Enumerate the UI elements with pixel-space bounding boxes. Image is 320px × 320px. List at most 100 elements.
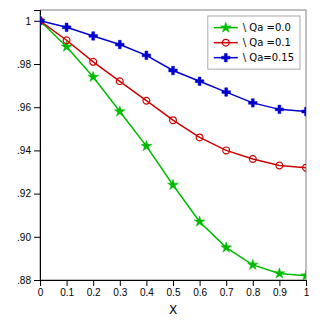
- tick-mark: [67, 280, 68, 286]
- tick: 0.6: [193, 280, 207, 298]
- point: [196, 134, 203, 141]
- legend-label: \ Qa=0.15: [243, 52, 294, 63]
- point: [303, 164, 306, 171]
- tick-mark: [226, 280, 227, 286]
- tick-mark: [146, 280, 147, 286]
- tick-label: 0.4: [140, 287, 154, 298]
- point: [40, 17, 44, 25]
- point: [116, 40, 124, 48]
- point: [116, 78, 123, 85]
- point: [274, 268, 285, 278]
- tick-mark: [34, 194, 40, 195]
- legend-item: \ Qa=0.15: [214, 52, 294, 63]
- point: [143, 97, 150, 104]
- legend-marker: [222, 53, 230, 61]
- tick-label: 1: [25, 16, 31, 27]
- legend-label: \ Qa =0.0: [243, 22, 291, 33]
- point: [221, 242, 232, 252]
- tick: 0.1: [60, 280, 74, 298]
- tick-mark: [93, 280, 94, 286]
- tick-label: .96: [17, 102, 31, 113]
- point: [249, 156, 256, 163]
- tick-label: .88: [17, 275, 31, 286]
- tick-mark: [279, 280, 280, 286]
- point: [302, 107, 306, 115]
- legend-item: \ Qa =0.0: [214, 22, 291, 33]
- point: [301, 270, 306, 280]
- axis-line: [34, 11, 41, 281]
- tick-label: 0.5: [167, 287, 181, 298]
- chart: 0 0.1 0.2 0.3 0.4 0.5 0.6 0.7 0.8 0.9 1 .88 .90 .92 .9…: [0, 0, 320, 320]
- tick-mark: [34, 21, 40, 22]
- plot: 0 0.1 0.2 0.3 0.4 0.5 0.6 0.7 0.8 0.9 1 .88 .90 .92 .9…: [17, 10, 311, 298]
- tick-mark: [306, 280, 307, 286]
- legend-label: \ Qa =0.1: [243, 37, 291, 48]
- tick-label: 0.2: [87, 287, 101, 298]
- tick-mark: [120, 280, 121, 286]
- legend-box: [208, 16, 300, 69]
- tick-label: 0.3: [113, 287, 127, 298]
- tick-label: .94: [17, 145, 31, 156]
- legend-marker: [220, 22, 231, 32]
- point: [62, 23, 70, 31]
- tick: 0.3: [113, 280, 127, 298]
- tick-mark: [34, 237, 40, 238]
- x-axis-title: X: [169, 303, 177, 317]
- tick: 0.7: [220, 280, 234, 298]
- tick-mark: [253, 280, 254, 286]
- y-axis: .88 .90 .92 .94 .96 .98 1: [17, 11, 40, 286]
- tick-mark: [34, 64, 40, 65]
- point: [223, 147, 230, 154]
- tick-mark: [34, 107, 40, 108]
- tick-label: .98: [17, 59, 31, 70]
- x-axis: 0 0.1 0.2 0.3 0.4 0.5 0.6 0.7 0.8 0.9 1: [38, 280, 310, 298]
- legend-item: \ Qa =0.1: [214, 37, 291, 48]
- tick: 0.4: [140, 280, 154, 298]
- tick-label: 0.6: [193, 287, 207, 298]
- tick: .94: [17, 145, 40, 156]
- tick-mark: [34, 150, 40, 151]
- tick-label: .90: [17, 232, 31, 243]
- tick: 0: [38, 280, 44, 298]
- tick: 1: [304, 280, 310, 298]
- series-line: [40, 21, 306, 168]
- point: [40, 17, 43, 24]
- point: [142, 51, 150, 59]
- tick: .96: [17, 102, 40, 113]
- tick-label: 0.7: [220, 287, 234, 298]
- tick-label: 0: [38, 287, 44, 298]
- tick-mark: [34, 280, 40, 281]
- point: [222, 88, 230, 96]
- tick-label: 0.8: [246, 287, 260, 298]
- tick-label: 0.9: [273, 287, 287, 298]
- tick-label: .92: [17, 188, 31, 199]
- axis-line: [41, 281, 307, 287]
- marks: [40, 15, 306, 280]
- tick-mark: [173, 280, 174, 286]
- point: [276, 162, 283, 169]
- point: [141, 140, 152, 150]
- point: [114, 106, 125, 116]
- tick: 0.2: [87, 280, 101, 298]
- tick: 0.9: [273, 280, 287, 298]
- point: [249, 99, 257, 107]
- point: [170, 117, 177, 124]
- tick: .98: [17, 59, 40, 70]
- point: [89, 32, 97, 40]
- point: [195, 77, 203, 85]
- tick: .92: [17, 188, 40, 199]
- tick: .90: [17, 232, 40, 243]
- tick: 0.5: [167, 280, 181, 298]
- point: [168, 179, 179, 189]
- tick-mark: [200, 280, 201, 286]
- legend: \ Qa =0.0 \ Qa =0.1 \ Qa=0.15: [208, 16, 300, 69]
- point: [88, 71, 99, 81]
- legend-marker: [222, 39, 229, 46]
- tick: 1: [25, 16, 40, 27]
- series-line: [40, 21, 306, 276]
- point: [169, 66, 177, 74]
- point: [275, 105, 283, 113]
- point: [194, 216, 205, 226]
- plot-frame: [40, 10, 306, 280]
- tick-label: 0.1: [60, 287, 74, 298]
